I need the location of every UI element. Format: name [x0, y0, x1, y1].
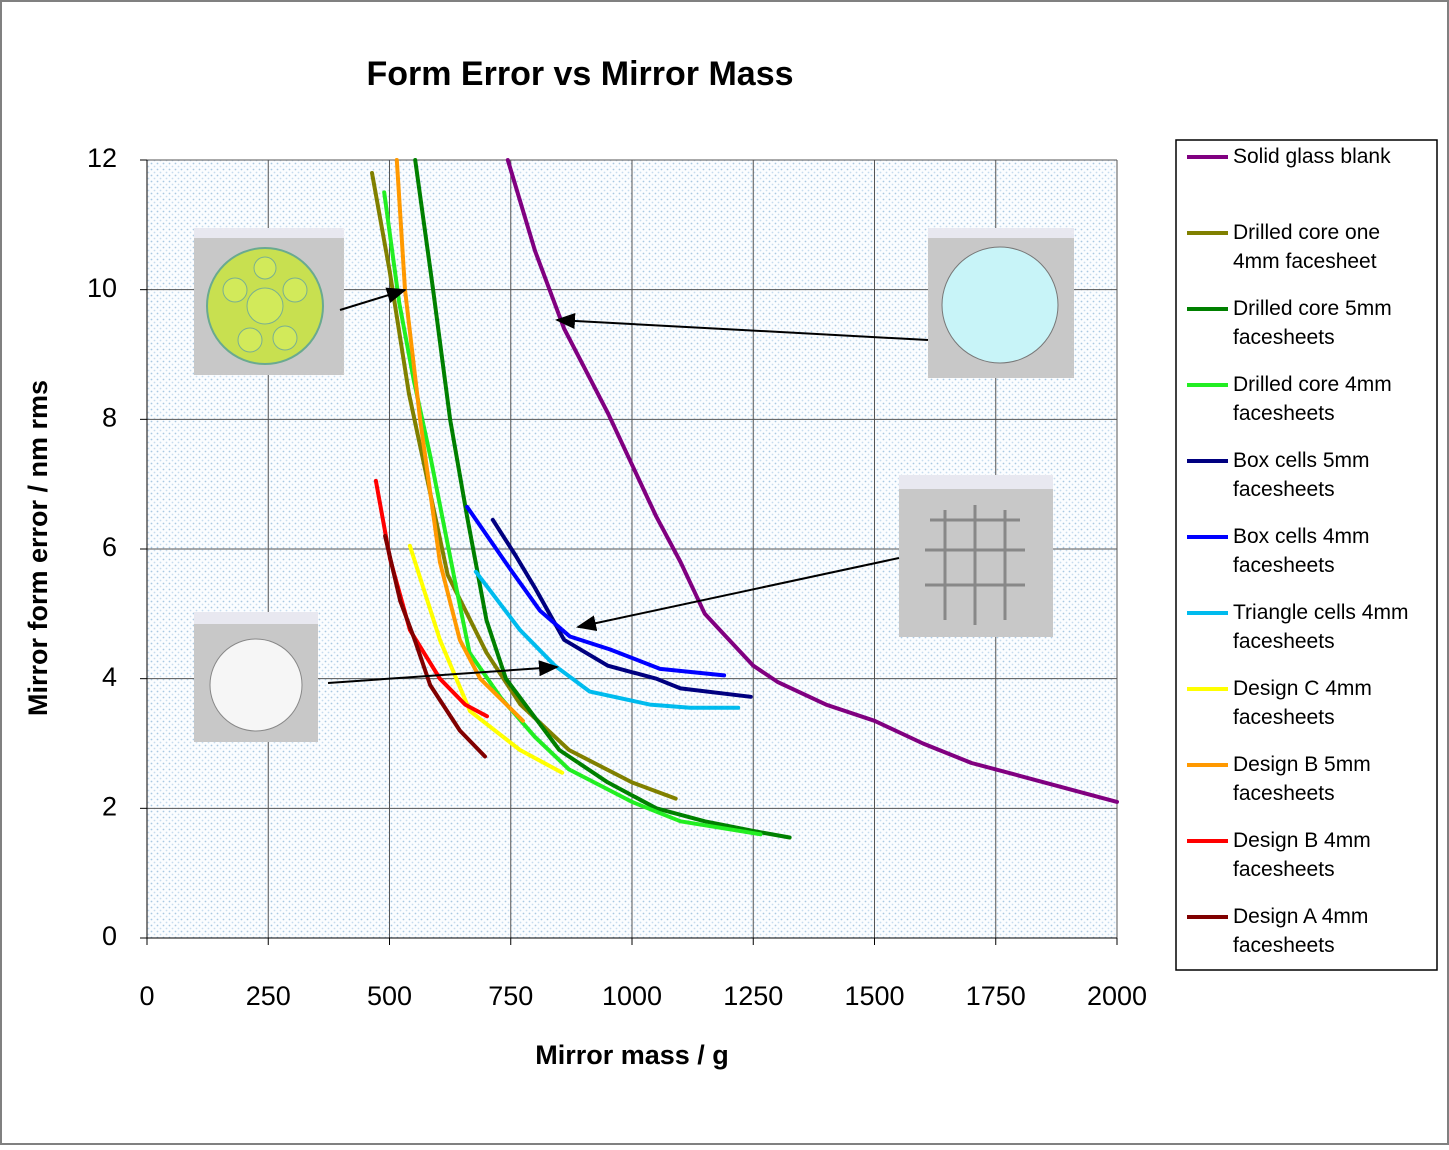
x-tick-label: 1500 — [844, 981, 904, 1011]
thumbnail — [194, 612, 318, 742]
y-axis-label: Mirror form error / nm rms — [23, 380, 53, 716]
legend-label: Design C 4mm facesheets — [1233, 674, 1415, 732]
legend-label: Triangle cells 4mm facesheets — [1233, 598, 1415, 656]
y-tick-label: 10 — [87, 273, 117, 303]
y-tick-label: 0 — [102, 921, 117, 951]
thumbnail — [928, 228, 1074, 378]
legend-label: Drilled core 5mm facesheets — [1233, 294, 1415, 352]
x-tick-label: 500 — [367, 981, 412, 1011]
y-tick-label: 6 — [102, 532, 117, 562]
legend-label: Box cells 4mm facesheets — [1233, 522, 1415, 580]
legend-label: Design B 5mm facesheets — [1233, 750, 1415, 808]
x-tick-label: 2000 — [1087, 981, 1147, 1011]
legend-label: Drilled core one 4mm facesheet — [1233, 218, 1415, 276]
chart: 024681012025050075010001250150017502000 … — [0, 0, 1449, 1145]
x-tick-label: 1250 — [723, 981, 783, 1011]
thumbnail — [899, 475, 1053, 637]
thumbnail — [194, 228, 344, 375]
legend-label: Design A 4mm facesheets — [1233, 902, 1415, 960]
x-tick-label: 1000 — [602, 981, 662, 1011]
x-tick-label: 750 — [488, 981, 533, 1011]
y-tick-label: 8 — [102, 402, 117, 432]
legend-label: Solid glass blank — [1233, 142, 1415, 171]
y-tick-label: 4 — [102, 662, 117, 692]
y-tick-label: 12 — [87, 143, 117, 173]
chart-title: Form Error vs Mirror Mass — [366, 55, 793, 93]
page: 024681012025050075010001250150017502000 … — [0, 0, 1449, 1145]
legend-label: Design B 4mm facesheets — [1233, 826, 1415, 884]
legend-label: Box cells 5mm facesheets — [1233, 446, 1415, 504]
x-tick-label: 1750 — [966, 981, 1026, 1011]
x-tick-label: 250 — [246, 981, 291, 1011]
x-axis-label: Mirror mass / g — [535, 1040, 729, 1070]
y-tick-label: 2 — [102, 791, 117, 821]
legend-label: Drilled core 4mm facesheets — [1233, 370, 1415, 428]
x-tick-label: 0 — [139, 981, 154, 1011]
